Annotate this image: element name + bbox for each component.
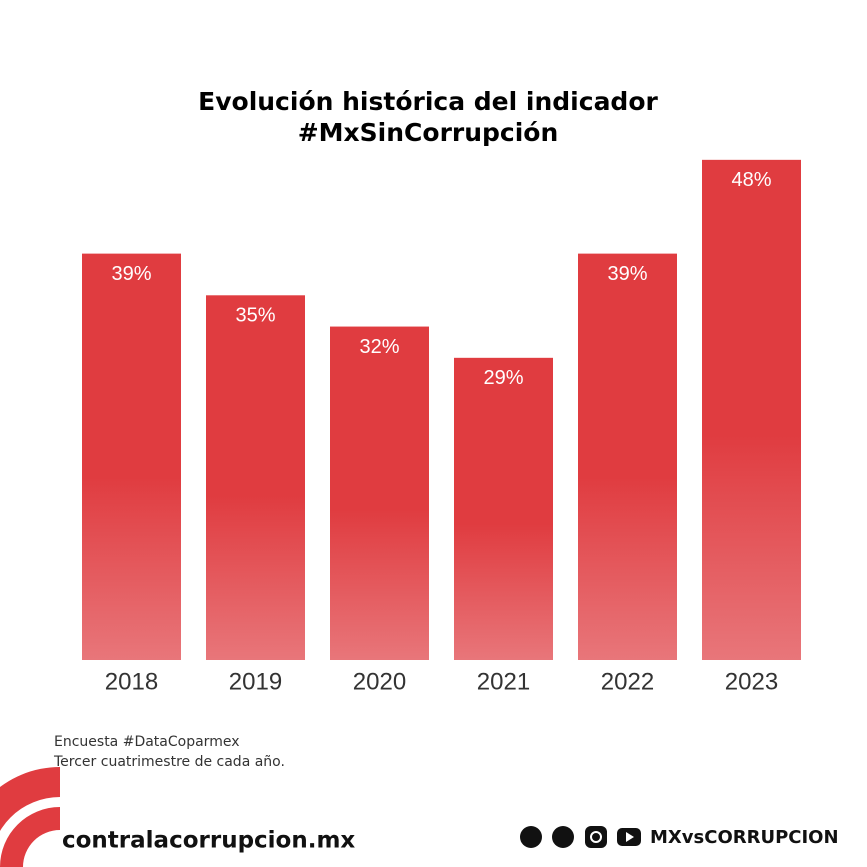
bar bbox=[82, 253, 181, 660]
bar bbox=[454, 357, 553, 660]
note: Tercer cuatrimestre de cada año. bbox=[53, 754, 285, 770]
x-tick-label: 2018 bbox=[105, 668, 158, 695]
handle[interactable]: MXvsCORRUPCION bbox=[650, 827, 839, 848]
x-tick-label: 2023 bbox=[725, 668, 778, 695]
chart-title: Evolución histórica del indicador bbox=[198, 87, 658, 116]
x-tick-label: 2019 bbox=[229, 668, 282, 695]
value-label: 35% bbox=[235, 305, 275, 327]
value-label: 39% bbox=[607, 263, 647, 285]
value-label: 39% bbox=[111, 263, 151, 285]
x-tick-label: 2021 bbox=[477, 668, 530, 695]
bar bbox=[702, 159, 801, 660]
social-icons bbox=[520, 826, 641, 848]
bars: 39% 2018 35% 2019 32% 2020 29% 2021 39% 2022 48% 20… bbox=[82, 159, 801, 695]
x-tick-label: 2022 bbox=[601, 668, 654, 695]
value-label: 48% bbox=[731, 169, 771, 191]
x-icon[interactable] bbox=[552, 826, 574, 848]
bar bbox=[330, 326, 429, 660]
logo-arc bbox=[0, 767, 60, 867]
x-tick-label: 2020 bbox=[353, 668, 406, 695]
chart-subtitle: #MxSinCorrupción bbox=[298, 118, 559, 147]
bar bbox=[206, 295, 305, 660]
instagram-icon[interactable] bbox=[585, 826, 607, 848]
website[interactable]: contralacorrupcion.mx bbox=[62, 828, 355, 854]
value-label: 29% bbox=[483, 367, 523, 389]
facebook-icon[interactable] bbox=[520, 826, 542, 848]
value-label: 32% bbox=[359, 336, 399, 358]
note: Encuesta #DataCoparmex bbox=[54, 734, 239, 750]
bar bbox=[578, 253, 677, 660]
